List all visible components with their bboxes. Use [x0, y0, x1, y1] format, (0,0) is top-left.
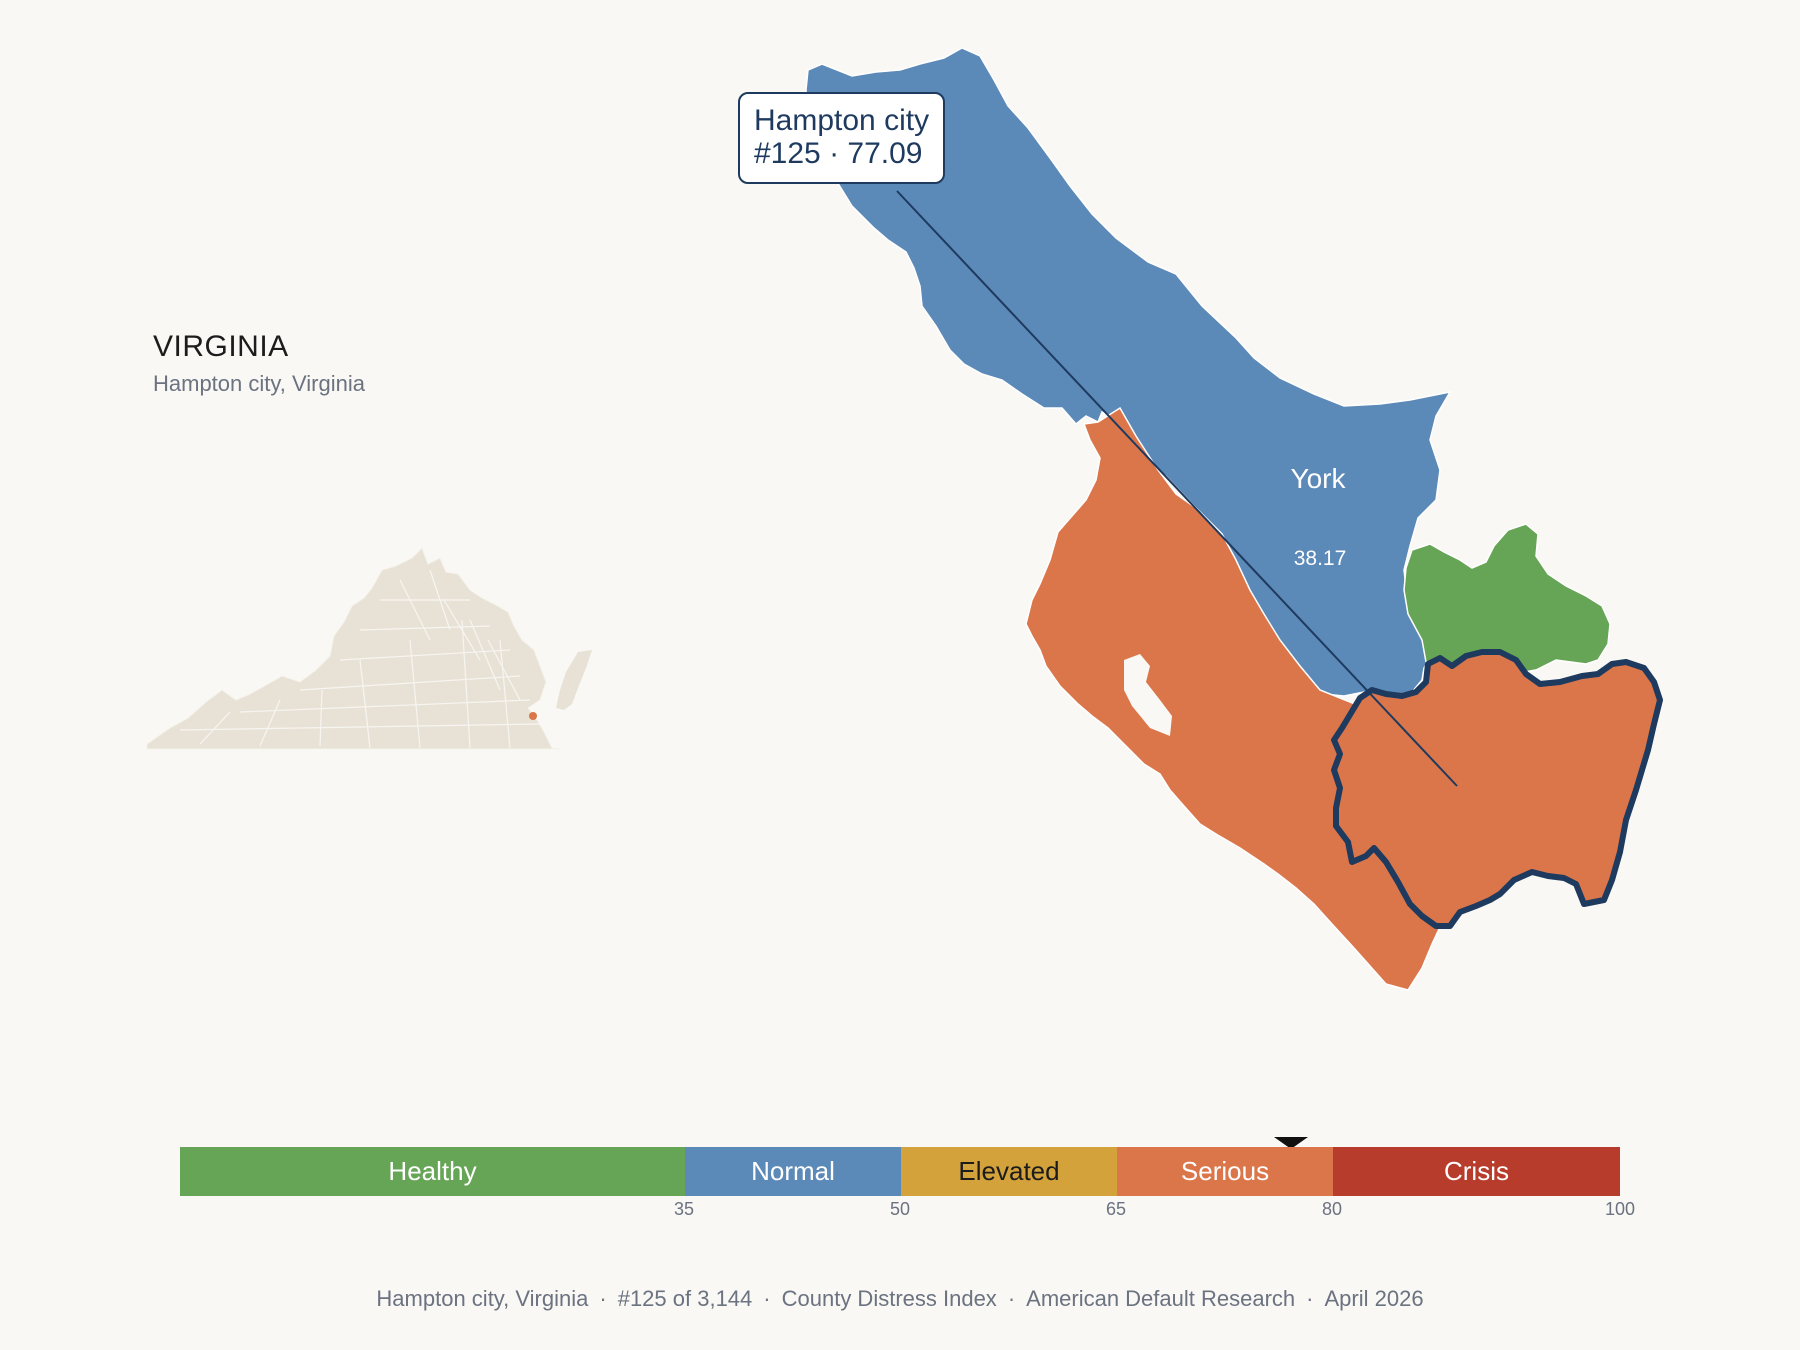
- distress-scale-bar: Healthy Normal Elevated Serious Crisis: [180, 1147, 1620, 1196]
- footer-rank: #125 of 3,144: [617, 1286, 753, 1311]
- callout-county-name: Hampton city: [754, 104, 930, 137]
- scale-tick-100: 100: [1604, 1199, 1636, 1219]
- footer-date: April 2026: [1324, 1286, 1424, 1311]
- scale-tick-35: 35: [673, 1199, 695, 1219]
- scale-segment-normal: Normal: [685, 1147, 901, 1196]
- scale-segment-crisis: Crisis: [1333, 1147, 1620, 1196]
- state-locator-map: [146, 547, 592, 750]
- state-subtitle: Hampton city, Virginia: [153, 371, 365, 396]
- scale-segment-serious: Serious: [1117, 1147, 1333, 1196]
- scale-segment-healthy: Healthy: [180, 1147, 685, 1196]
- county-callout: Hampton city #125 · 77.09: [738, 92, 946, 184]
- county-boundaries: [179, 569, 541, 749]
- scale-tick-80: 80: [1321, 1199, 1343, 1219]
- poquoson-county-shape[interactable]: [1403, 523, 1611, 675]
- river-inlet: [1124, 654, 1172, 736]
- hampton-city-shape[interactable]: [1331, 649, 1663, 929]
- footer-place: Hampton city, Virginia: [376, 1286, 589, 1311]
- hampton-city-marker: [529, 712, 537, 720]
- footer-publisher: American Default Research: [1026, 1286, 1296, 1311]
- callout-leader-line: [896, 190, 1458, 787]
- scale-segment-elevated: Elevated: [901, 1147, 1117, 1196]
- york-county-label: York: [1290, 463, 1346, 494]
- footer-caption: Hampton city, Virginia · #125 of 3,144 · Cou…: [376, 1286, 1424, 1311]
- scale-tick-65: 65: [1105, 1199, 1127, 1219]
- scale-tick-50: 50: [889, 1199, 911, 1219]
- state-title: VIRGINIA: [153, 330, 289, 363]
- callout-rank-score: #125 · 77.09: [754, 137, 923, 170]
- eastern-shore-shape: [556, 650, 592, 710]
- york-county-score: 38.17: [1294, 547, 1347, 570]
- virginia-state-shape: [146, 547, 561, 750]
- footer-index: County Distress Index: [781, 1286, 997, 1311]
- score-pointer-marker: [1274, 1137, 1309, 1149]
